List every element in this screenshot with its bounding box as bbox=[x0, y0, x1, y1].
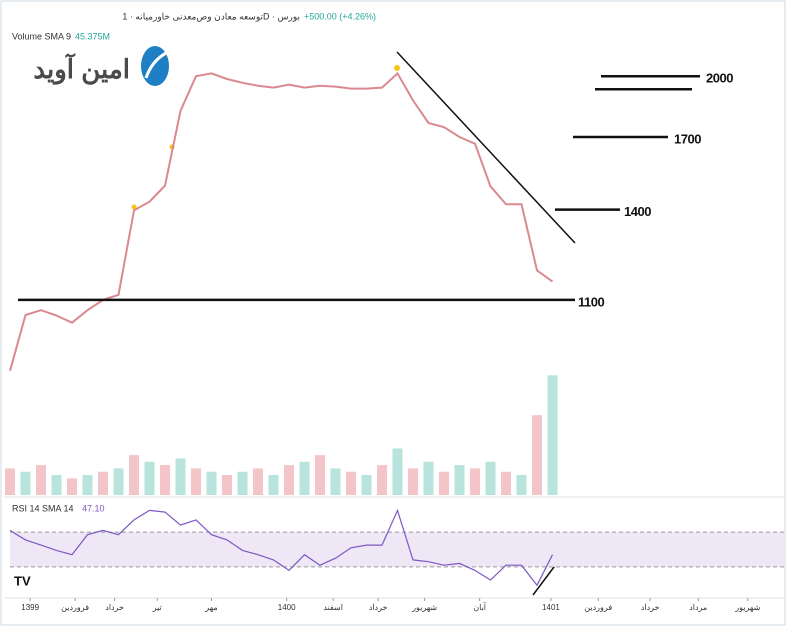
level-label: 2000 bbox=[706, 71, 733, 86]
volume-bar bbox=[408, 468, 418, 495]
volume-bar bbox=[315, 455, 325, 495]
level-label: 1700 bbox=[674, 131, 701, 146]
logo-icon bbox=[141, 46, 169, 86]
logo-icon bbox=[144, 50, 169, 79]
x-tick-label: شهریور bbox=[734, 603, 760, 612]
x-tick-label: مهر bbox=[204, 603, 217, 612]
x-tick-label: تیر bbox=[152, 603, 162, 612]
logo: امین آوید bbox=[33, 46, 169, 86]
x-tick-label: مرداد bbox=[689, 603, 707, 612]
x-tick-label: خرداد bbox=[369, 603, 388, 612]
volume-bar bbox=[377, 465, 387, 495]
volume-bar bbox=[51, 475, 62, 495]
x-tick-label: 1400 bbox=[278, 603, 296, 612]
tv-logo: TV bbox=[14, 573, 31, 588]
change: +500.00 (+4.26%) bbox=[304, 11, 376, 21]
logo-text: امین آوید bbox=[33, 52, 130, 85]
volume-label: Volume SMA 9 bbox=[12, 31, 71, 41]
volume-bar bbox=[299, 461, 310, 495]
rsi-label: RSI 14 SMA 14 bbox=[12, 503, 74, 513]
volume-bar bbox=[532, 415, 542, 495]
x-tick-label: فروردین bbox=[584, 603, 612, 612]
x-tick-label: خرداد bbox=[105, 603, 124, 612]
volume-bar bbox=[361, 475, 372, 495]
price-line bbox=[9, 71, 554, 372]
volume-bar bbox=[485, 461, 496, 495]
x-tick-label: 1401 bbox=[542, 603, 560, 612]
volume-bar bbox=[82, 475, 93, 495]
rsi-band bbox=[10, 532, 785, 567]
tv-logo-text: TV bbox=[14, 573, 31, 588]
volume-bar bbox=[501, 471, 511, 495]
volume-bar bbox=[222, 475, 232, 495]
volume-bar bbox=[160, 465, 170, 495]
volume-bar bbox=[330, 468, 341, 495]
event-marker bbox=[394, 65, 400, 71]
volume-bar bbox=[67, 478, 77, 495]
x-tick-label: فروردین bbox=[61, 603, 89, 612]
volume-bar bbox=[98, 471, 108, 495]
volume-bar bbox=[284, 465, 294, 495]
rsi-value: 47.10 bbox=[82, 503, 105, 513]
volume-bar bbox=[392, 448, 403, 495]
volume-bar bbox=[237, 471, 248, 495]
volume-bar bbox=[144, 461, 155, 495]
volume-bar bbox=[346, 471, 356, 495]
volume-bar bbox=[175, 458, 186, 495]
volume-bar bbox=[36, 465, 46, 495]
volume-bar bbox=[470, 468, 480, 495]
volume-bar bbox=[20, 471, 31, 495]
volume-value: 45.375M bbox=[75, 31, 110, 41]
volume-bar bbox=[516, 475, 527, 495]
x-tick-label: خرداد bbox=[641, 603, 660, 612]
volume-bar bbox=[253, 468, 263, 495]
volume-bar bbox=[423, 461, 434, 495]
x-tick-label: آبان bbox=[473, 602, 487, 612]
rsi-trend-line bbox=[532, 562, 558, 596]
event-marker bbox=[131, 204, 137, 210]
volume-bar bbox=[5, 468, 15, 495]
volume-bar bbox=[439, 471, 449, 495]
volume-bar bbox=[191, 468, 201, 495]
volume-bar bbox=[454, 465, 465, 495]
volume-bar bbox=[206, 471, 217, 495]
x-tick-label: اسفند bbox=[323, 603, 343, 612]
trend-line bbox=[396, 51, 576, 244]
symbol: توسعه معادن وص‌معدنی خاورمیانه · 1D · بو… bbox=[122, 11, 300, 22]
volume-bar bbox=[547, 375, 558, 495]
volume-bar bbox=[113, 468, 124, 495]
level-label: 1100 bbox=[578, 294, 604, 309]
volume-bar bbox=[129, 455, 139, 495]
volume-bar bbox=[268, 475, 279, 495]
level-label: 1400 bbox=[624, 204, 651, 219]
x-tick-label: شهریور bbox=[411, 603, 437, 612]
rsi-line bbox=[9, 508, 554, 587]
x-tick-label: 1399 bbox=[21, 603, 39, 612]
